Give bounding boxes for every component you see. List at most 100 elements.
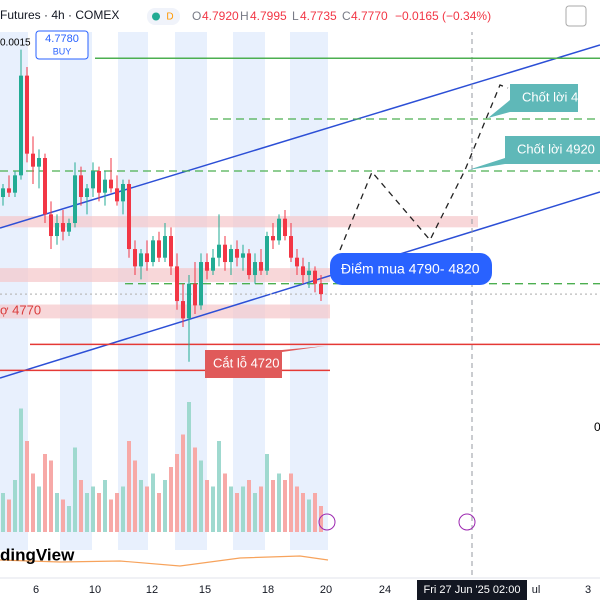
candle-body xyxy=(163,236,167,258)
candle-body xyxy=(109,179,113,189)
axis-edge: 0 xyxy=(594,420,600,434)
collapse-button[interactable] xyxy=(565,5,587,27)
volume-bar xyxy=(211,486,215,532)
volume-bar xyxy=(283,480,287,532)
volume-bar xyxy=(151,473,155,532)
volume-bar xyxy=(121,486,125,532)
change: −0.0165 (−0.34%) xyxy=(395,9,491,23)
candle-body xyxy=(139,253,143,267)
candle-body xyxy=(13,175,17,193)
status-dot xyxy=(152,12,160,21)
candle-body xyxy=(73,175,77,224)
volume-bar xyxy=(79,480,83,532)
ohlc-value: 4.7735 xyxy=(300,9,337,23)
volume-bar xyxy=(61,499,65,532)
buy-label: BUY xyxy=(53,46,72,56)
ohlc-value: 4.7995 xyxy=(250,9,287,23)
volume-bar xyxy=(49,460,53,532)
ohlc-label: L xyxy=(292,9,299,23)
candle-body xyxy=(7,188,11,193)
channel-upper xyxy=(0,44,600,229)
event-icon[interactable] xyxy=(318,513,336,531)
candle-body xyxy=(61,223,65,232)
forecast-path xyxy=(339,84,509,251)
candle-body xyxy=(169,236,173,267)
candle-body xyxy=(313,270,317,284)
event-icon[interactable] xyxy=(458,513,476,531)
volume-bar xyxy=(7,499,11,532)
volume-bar xyxy=(109,499,113,532)
annotation: Cắt lỗ 4720 xyxy=(213,355,280,370)
volume-bar xyxy=(223,473,227,532)
volume-bar xyxy=(319,506,323,532)
price-zone xyxy=(0,268,330,282)
volume-bar xyxy=(175,454,179,532)
buy-price: 4.7780 xyxy=(45,33,79,45)
x-tick-label: 20 xyxy=(320,584,332,596)
volume-bar xyxy=(205,480,209,532)
crosshair-label-bg xyxy=(417,580,527,600)
volume-bar xyxy=(259,486,263,532)
candle-body xyxy=(55,223,59,237)
ohlc-label: C xyxy=(342,9,351,23)
annotation: ợ 4770 xyxy=(0,302,41,317)
candle-body xyxy=(133,249,137,267)
volume-bar xyxy=(85,493,89,532)
volume-bar xyxy=(247,480,251,532)
volume-bar xyxy=(313,493,317,532)
volume-bar xyxy=(43,454,47,532)
candle-body xyxy=(265,236,269,271)
candle-body xyxy=(319,283,323,295)
candle-body xyxy=(193,283,197,306)
candle-body xyxy=(295,257,299,267)
candle-body xyxy=(145,253,149,263)
x-tick-label: 6 xyxy=(33,584,39,596)
volume-bar xyxy=(235,493,239,532)
candle-body xyxy=(175,266,179,302)
candle-body xyxy=(205,262,209,271)
candle-body xyxy=(1,188,5,198)
candle-body xyxy=(259,262,263,271)
volume-bar xyxy=(301,493,305,532)
candle-body xyxy=(115,188,119,202)
volume-bar xyxy=(73,447,77,532)
volume-bar xyxy=(271,480,275,532)
candle-body xyxy=(229,249,233,263)
candle-body xyxy=(37,157,41,167)
candle-body xyxy=(307,270,311,276)
candle-body xyxy=(223,244,227,263)
volume-bar xyxy=(145,486,149,532)
volume-bar xyxy=(163,480,167,532)
callout xyxy=(205,346,325,378)
volume-bar xyxy=(133,460,137,532)
ohlc-value: 4.7920 xyxy=(202,9,239,23)
candle-body xyxy=(121,184,125,202)
price-zone xyxy=(0,216,478,228)
x-tick-label: 12 xyxy=(146,584,158,596)
ohlc-label: O xyxy=(192,9,201,23)
crosshair-label: Fri 27 Jun '25 02:00 xyxy=(424,584,521,596)
price-zone xyxy=(0,304,330,319)
buy-button[interactable] xyxy=(35,30,89,60)
symbol: Futures · 4h · COMEX xyxy=(0,8,119,22)
candle-body xyxy=(91,171,95,189)
candle-body xyxy=(253,262,257,276)
annotation: Điểm mua 4790- 4820 xyxy=(341,261,480,277)
candle-body xyxy=(199,262,203,306)
volume-bar xyxy=(25,441,29,532)
spread: 0.0015 xyxy=(0,38,31,49)
volume-bar xyxy=(187,402,191,532)
candle-body xyxy=(25,75,29,154)
candle-body xyxy=(79,175,83,198)
volume-bar xyxy=(97,493,101,532)
candle-body xyxy=(283,218,287,237)
x-tick-label: ul xyxy=(532,584,541,596)
candle-body xyxy=(67,223,71,232)
volume-bar xyxy=(277,473,281,532)
badge xyxy=(147,8,180,25)
candle-body xyxy=(289,236,293,258)
volume-bar xyxy=(37,486,41,532)
header-bar xyxy=(0,0,600,32)
macd-line xyxy=(0,555,329,567)
